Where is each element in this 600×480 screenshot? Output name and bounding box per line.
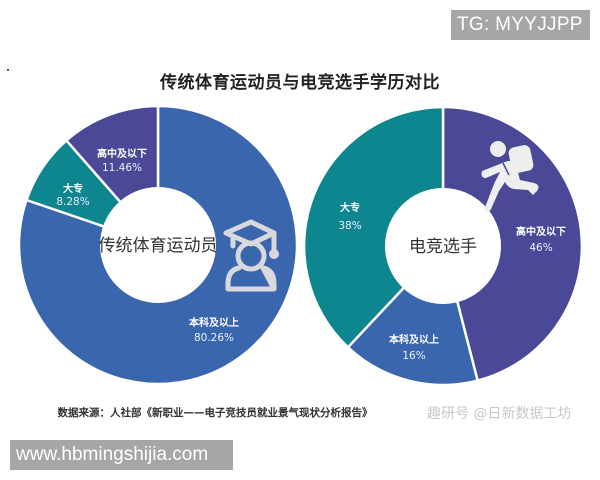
label-bachelor: 本科及以上 [189,316,239,329]
donut-hole [100,187,216,303]
center-label-athletes: 传统体育运动员 [99,236,218,256]
graduate-icon [223,219,279,292]
value-highschool: 11.46% [102,162,142,174]
value-highschool: 46% [529,242,552,254]
platform-watermark: 趣研号 @日新数据工坊 [427,403,571,423]
segment-bachelor [17,104,299,386]
label-bachelor: 本科及以上 [389,333,439,346]
stray-dot [7,69,9,71]
value-bachelor: 16% [402,350,425,362]
running-student-icon [481,141,539,212]
donut-chart-esports: 电竞选手 高中及以下 46% 本科及以上 16% 大专 38% [302,105,584,387]
segment-college [302,105,445,350]
label-highschool: 高中及以下 [97,147,147,160]
label-highschool: 高中及以下 [516,225,566,238]
donut-hole [385,188,501,304]
value-college: 38% [338,220,361,232]
url-watermark-badge: www.hbmingshijia.com [10,440,233,470]
center-label-esports: 电竞选手 [409,237,477,257]
donut-chart-athletes: 传统体育运动员 高中及以下 11.46% 大专 8.28% 本科及以上 80.2… [17,104,299,386]
segment-highschool [441,105,584,383]
value-college: 8.28% [56,196,89,208]
data-source-note: 数据来源：人社部《新职业——电子竞技员就业景气现状分析报告》 [57,407,373,419]
tg-watermark-badge: TG: MYYJJPP [451,10,590,40]
watermark-platform: 趣研号 [427,406,469,422]
label-college: 大专 [63,182,83,195]
watermark-account: @日新数据工坊 [473,406,572,422]
label-college: 大专 [340,201,360,214]
value-bachelor: 80.26% [194,332,234,344]
chart-title: 传统体育运动员与电竞选手学历对比 [160,73,440,93]
